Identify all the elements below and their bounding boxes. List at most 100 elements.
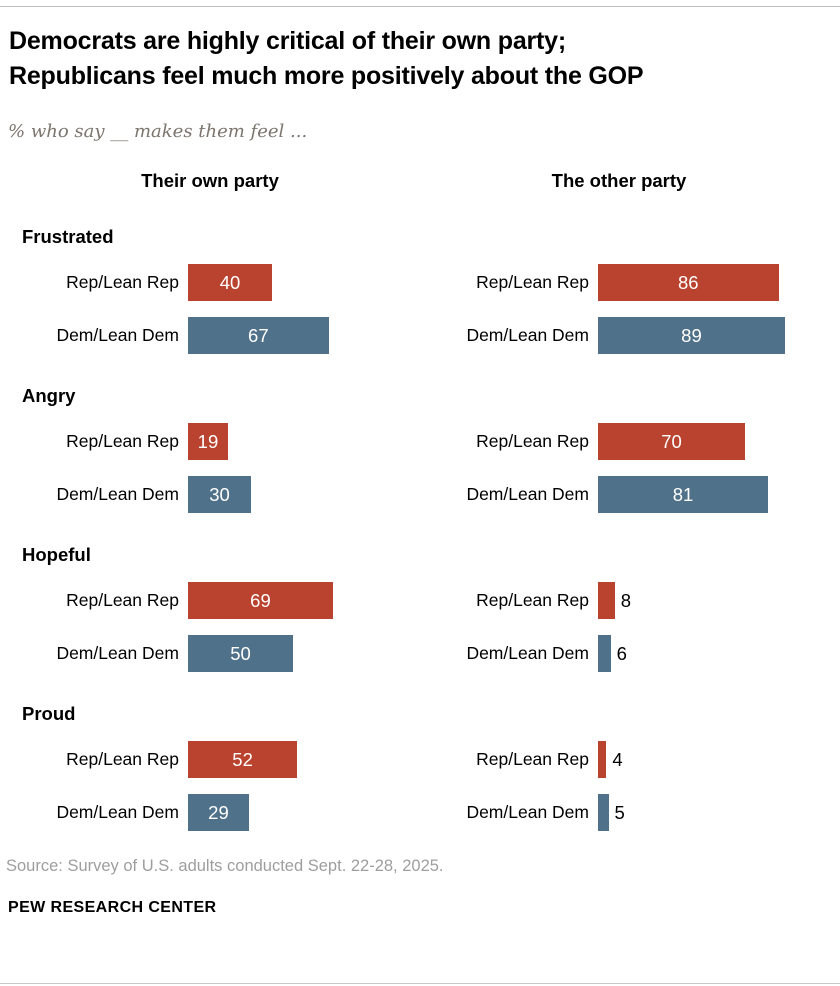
value-label: 50 — [230, 642, 251, 664]
cell-other: Rep/Lean Rep 8 — [432, 582, 840, 619]
row-label: Dem/Lean Dem — [56, 802, 179, 822]
rep-bar: 52 — [188, 741, 298, 778]
bar-area: 86 — [598, 264, 840, 301]
emotion-label: Frustrated — [22, 226, 114, 247]
value-label: 89 — [681, 324, 702, 346]
column-header-own-party: Their own party — [141, 170, 279, 191]
cell-other: Rep/Lean Rep 86 — [432, 264, 840, 301]
value-label: 52 — [232, 748, 253, 770]
value-label: 86 — [678, 271, 699, 293]
dem-bar — [598, 794, 609, 831]
row-label: Dem/Lean Dem — [466, 643, 589, 663]
row-label: Dem/Lean Dem — [56, 484, 179, 504]
chart-subtitle: % who say __ makes them feel ... — [8, 121, 308, 142]
bar-row: Rep/Lean Rep 40 Rep/Lean Rep 86 — [0, 264, 840, 301]
bar-area: 50 — [188, 635, 432, 672]
chart-grid: Frustrated Rep/Lean Rep 40 Rep/Lean Rep 86 De… — [0, 227, 840, 863]
bar-area: 8 — [598, 582, 840, 619]
cell-own: Rep/Lean Rep 69 — [22, 582, 432, 619]
bar-area: 69 — [188, 582, 432, 619]
dem-bar: 29 — [188, 794, 249, 831]
emotion-section: Proud Rep/Lean Rep 52 Rep/Lean Rep 4 Dem/Lean… — [0, 704, 840, 831]
bar-area: 5 — [598, 794, 840, 831]
value-label: 19 — [197, 430, 219, 452]
bar-area: 40 — [188, 264, 432, 301]
bar-area: 4 — [598, 741, 840, 778]
bar-area: 67 — [188, 317, 432, 354]
top-divider — [0, 6, 840, 7]
emotion-section: Angry Rep/Lean Rep 19 Rep/Lean Rep 70 Dem/Lea… — [0, 386, 840, 513]
bar-area: 30 — [188, 476, 432, 513]
cell-own: Dem/Lean Dem 29 — [22, 794, 432, 831]
dem-bar: 89 — [598, 317, 785, 354]
rep-bar: 70 — [598, 423, 745, 460]
row-label: Dem/Lean Dem — [56, 325, 179, 345]
title-line-1: Democrats are highly critical of their o… — [9, 27, 567, 55]
dem-bar: 67 — [188, 317, 329, 354]
cell-other: Rep/Lean Rep 70 — [432, 423, 840, 460]
bar-row: Dem/Lean Dem 30 Dem/Lean Dem 81 — [0, 476, 840, 513]
bar-area: 6 — [598, 635, 840, 672]
bar-area: 81 — [598, 476, 840, 513]
bar-row: Dem/Lean Dem 29 Dem/Lean Dem 5 — [0, 794, 840, 831]
value-label: 6 — [616, 642, 627, 664]
cell-own: Rep/Lean Rep 19 — [22, 423, 432, 460]
rep-bar — [598, 582, 615, 619]
value-label: 8 — [620, 589, 632, 611]
rep-bar: 69 — [188, 582, 333, 619]
cell-own: Dem/Lean Dem 67 — [22, 317, 432, 354]
dem-bar: 81 — [598, 476, 769, 513]
rep-bar: 40 — [188, 264, 272, 301]
row-label: Rep/Lean Rep — [476, 272, 589, 292]
row-label: Rep/Lean Rep — [66, 272, 179, 292]
rep-bar: 19 — [188, 423, 228, 460]
emotion-section: Hopeful Rep/Lean Rep 69 Rep/Lean Rep 8 Dem/Le… — [0, 545, 840, 672]
bar-row: Rep/Lean Rep 19 Rep/Lean Rep 70 — [0, 423, 840, 460]
column-header-other-party: The other party — [551, 170, 687, 191]
bar-area: 52 — [188, 741, 432, 778]
value-label: 5 — [614, 801, 625, 823]
row-label: Dem/Lean Dem — [466, 325, 589, 345]
bar-area: 19 — [188, 423, 432, 460]
cell-other: Rep/Lean Rep 4 — [432, 741, 840, 778]
row-label: Rep/Lean Rep — [476, 749, 589, 769]
row-label: Rep/Lean Rep — [66, 749, 179, 769]
dem-bar: 30 — [188, 476, 251, 513]
value-label: 69 — [250, 589, 271, 611]
brand-label: PEW RESEARCH CENTER — [8, 899, 217, 916]
bar-area: 29 — [188, 794, 432, 831]
row-label: Rep/Lean Rep — [476, 431, 589, 451]
rep-bar — [598, 741, 607, 778]
cell-other: Dem/Lean Dem 81 — [432, 476, 840, 513]
value-label: 4 — [612, 748, 623, 770]
row-label: Rep/Lean Rep — [476, 590, 589, 610]
bar-row: Dem/Lean Dem 67 Dem/Lean Dem 89 — [0, 317, 840, 354]
cell-own: Dem/Lean Dem 50 — [22, 635, 432, 672]
cell-other: Dem/Lean Dem 89 — [432, 317, 840, 354]
row-label: Rep/Lean Rep — [66, 431, 179, 451]
source-note: Source: Survey of U.S. adults conducted … — [6, 857, 444, 875]
cell-own: Rep/Lean Rep 52 — [22, 741, 432, 778]
dem-bar — [598, 635, 611, 672]
bar-row: Dem/Lean Dem 50 Dem/Lean Dem 6 — [0, 635, 840, 672]
value-label: 40 — [219, 271, 241, 293]
row-label: Dem/Lean Dem — [56, 643, 179, 663]
rep-bar: 86 — [598, 264, 779, 301]
row-label: Dem/Lean Dem — [466, 484, 589, 504]
cell-other: Dem/Lean Dem 5 — [432, 794, 840, 831]
emotion-section: Frustrated Rep/Lean Rep 40 Rep/Lean Rep 86 De… — [0, 227, 840, 354]
value-label: 67 — [248, 324, 269, 346]
row-label: Rep/Lean Rep — [66, 590, 179, 610]
dem-bar: 50 — [188, 635, 293, 672]
row-label: Dem/Lean Dem — [466, 802, 589, 822]
bar-row: Rep/Lean Rep 69 Rep/Lean Rep 8 — [0, 582, 840, 619]
bottom-divider — [0, 983, 840, 984]
cell-other: Dem/Lean Dem 6 — [432, 635, 840, 672]
value-label: 81 — [672, 483, 694, 505]
bar-row: Rep/Lean Rep 52 Rep/Lean Rep 4 — [0, 741, 840, 778]
cell-own: Rep/Lean Rep 40 — [22, 264, 432, 301]
emotion-label: Proud — [22, 703, 76, 724]
bar-area: 70 — [598, 423, 840, 460]
cell-own: Dem/Lean Dem 30 — [22, 476, 432, 513]
